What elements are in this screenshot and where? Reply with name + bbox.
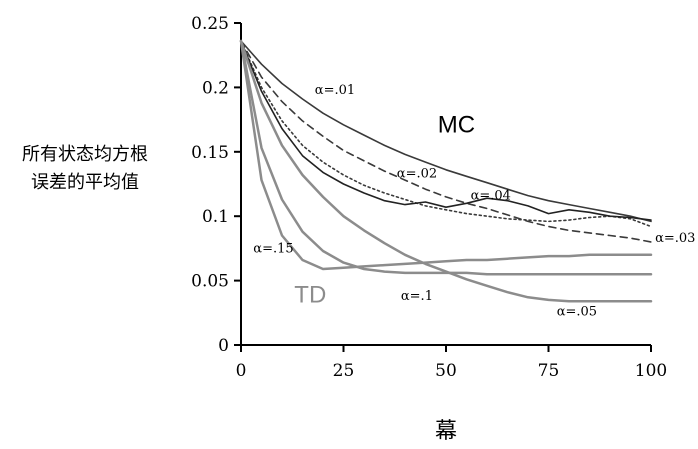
x-tick-label: 100 bbox=[635, 361, 667, 381]
x-tick-label: 0 bbox=[236, 361, 247, 381]
series-line bbox=[240, 40, 652, 223]
x-tick-label: 50 bbox=[435, 361, 457, 381]
series-line bbox=[240, 40, 652, 221]
series-line bbox=[239, 39, 653, 271]
series-label: α=.04 bbox=[471, 188, 511, 203]
series-line bbox=[240, 40, 652, 228]
series-label: α=.05 bbox=[557, 304, 597, 319]
series-line bbox=[240, 40, 652, 243]
x-axis-title: 幕 bbox=[435, 419, 457, 444]
y-tick-label: 0.2 bbox=[202, 78, 229, 98]
series-label: α=.1 bbox=[401, 289, 433, 304]
x-tick-label: 75 bbox=[538, 361, 560, 381]
series-label: α=.15 bbox=[253, 241, 293, 256]
series-label: α=.02 bbox=[397, 167, 437, 182]
method-label: TD bbox=[294, 281, 326, 308]
axis-ticks: 0 0.05 0.1 0.15 0.2 0.25 0 25 50 75 100 bbox=[191, 14, 667, 381]
series-label: α=.01 bbox=[315, 83, 355, 98]
y-tick-label: 0.25 bbox=[191, 14, 229, 34]
y-axis-title-line2: 误差的平均值 bbox=[31, 172, 139, 193]
series-label: α=.03 bbox=[655, 231, 695, 246]
series-labels: α=.01 α=.02 α=.03 α=.04 α=.05 α=.1 α=.15 MC TD bbox=[253, 83, 695, 320]
y-tick-label: 0.05 bbox=[191, 272, 229, 292]
y-tick-label: 0 bbox=[218, 336, 229, 356]
y-axis-title-line1: 所有状态均方根 bbox=[22, 144, 148, 165]
x-tick-label: 25 bbox=[333, 361, 355, 381]
y-tick-label: 0.15 bbox=[191, 143, 229, 163]
series-line bbox=[239, 39, 653, 276]
method-label: MC bbox=[438, 111, 475, 138]
y-tick-label: 0.1 bbox=[202, 207, 229, 227]
series-line bbox=[239, 39, 653, 303]
series-lines bbox=[239, 39, 653, 303]
